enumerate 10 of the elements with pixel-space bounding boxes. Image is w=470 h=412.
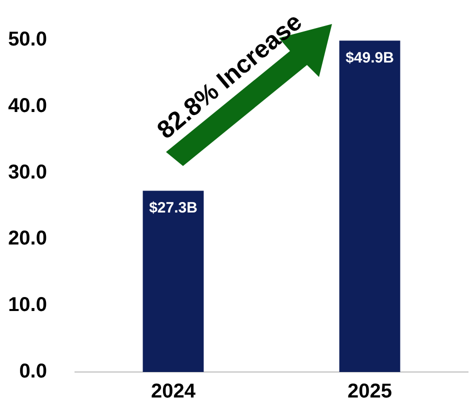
y-tick-label: 30.0 xyxy=(8,161,47,184)
y-tick-label: 10.0 xyxy=(8,294,47,316)
data-label: $27.3B xyxy=(149,199,198,216)
x-tick-label: 2025 xyxy=(348,380,392,403)
y-tick-label: 0.0 xyxy=(19,360,47,383)
y-tick-label: 40.0 xyxy=(8,94,47,117)
y-tick-label: 20.0 xyxy=(8,228,47,250)
data-label: $49.9B xyxy=(346,49,394,66)
x-tick-label: 2024 xyxy=(151,380,196,403)
y-tick-label: 50.0 xyxy=(8,28,47,51)
